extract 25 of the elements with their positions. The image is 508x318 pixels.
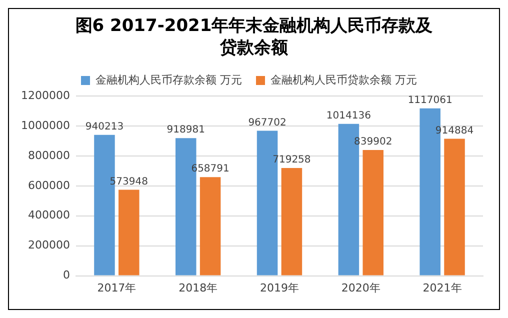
y-tick-label: 600000 <box>28 178 70 192</box>
bar <box>118 190 140 276</box>
bar <box>362 150 384 276</box>
x-tick-label: 2021年 <box>422 281 462 294</box>
x-tick-label: 2018年 <box>178 281 218 294</box>
bar <box>444 138 465 276</box>
y-tick-label: 1000000 <box>20 118 70 132</box>
y-tick-label: 800000 <box>28 148 70 162</box>
data-label: 967702 <box>248 117 286 128</box>
legend-label: 金融机构人民币存款余额 万元 <box>96 73 242 86</box>
y-tick-label: 200000 <box>28 238 70 252</box>
bar <box>281 168 302 276</box>
y-tick-label: 400000 <box>28 208 70 222</box>
data-label: 1014136 <box>326 110 371 122</box>
data-label: 918981 <box>166 124 205 136</box>
data-label: 1117061 <box>408 95 452 106</box>
chart-title: 图6 2017-2021年年末金融机构人民币存款及贷款余额 <box>74 15 434 60</box>
y-tick-label: 1200000 <box>20 88 70 102</box>
x-tick-label: 2020年 <box>341 281 380 294</box>
legend-label: 金融机构人民币贷款余额 万元 <box>270 73 417 86</box>
bar <box>200 177 221 276</box>
x-tick-label: 2019年 <box>260 281 299 294</box>
y-tick-label: 0 <box>62 268 70 282</box>
data-label: 940213 <box>85 122 124 133</box>
x-tick-label: 2017年 <box>97 281 136 294</box>
